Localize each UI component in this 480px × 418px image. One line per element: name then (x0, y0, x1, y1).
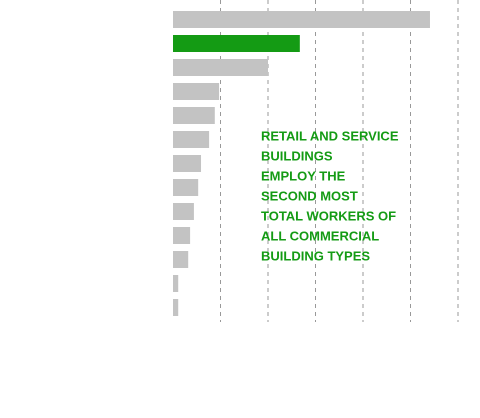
bar (173, 59, 268, 76)
bar (173, 203, 194, 220)
annotation: TOTAL WORKERS OF (261, 208, 396, 223)
bar (173, 131, 210, 148)
annotation: ALL COMMERCIAL (261, 228, 379, 243)
bar (173, 83, 220, 100)
annotation: BUILDING TYPES (261, 248, 370, 263)
bar (173, 11, 430, 28)
bar (173, 299, 179, 316)
bar (173, 179, 199, 196)
annotation: SECOND MOST (261, 188, 358, 203)
annotation: BUILDINGS (261, 148, 333, 163)
bar (173, 107, 215, 124)
bar (173, 155, 202, 172)
bar (173, 275, 179, 292)
bar (173, 227, 191, 244)
bar (173, 35, 300, 52)
bar (173, 251, 189, 268)
annotation: EMPLOY THE (261, 168, 346, 183)
annotation: RETAIL AND SERVICE (261, 128, 399, 143)
